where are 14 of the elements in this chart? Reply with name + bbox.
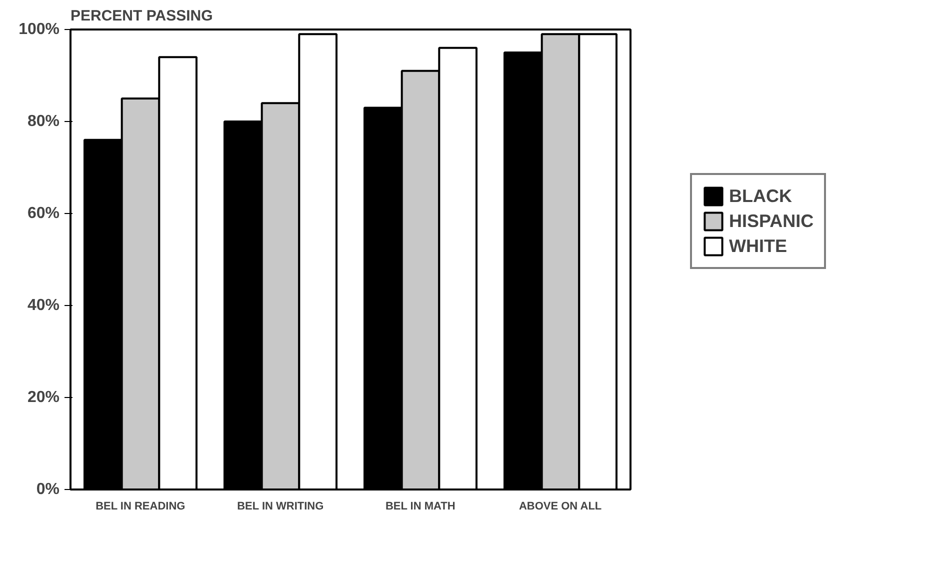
legend-label: WHITE xyxy=(729,236,787,256)
x-tick-label: BEL IN READING xyxy=(96,500,186,512)
y-tick-label: 0% xyxy=(36,481,60,498)
legend-label: BLACK xyxy=(729,186,792,206)
y-tick-label: 20% xyxy=(27,389,60,406)
y-tick-label: 60% xyxy=(27,205,60,222)
legend-label: HISPANIC xyxy=(729,210,814,232)
y-tick-label: 40% xyxy=(27,297,60,314)
y-tick-label: 100% xyxy=(18,21,60,38)
y-axis-title: PERCENT PASSING xyxy=(70,8,213,24)
x-tick-label: ABOVE ON ALL xyxy=(518,500,602,512)
y-tick-label: 80% xyxy=(27,113,60,130)
x-tick-label: BEL IN MATH xyxy=(385,500,456,512)
x-tick-label: BEL IN WRITING xyxy=(237,500,324,512)
